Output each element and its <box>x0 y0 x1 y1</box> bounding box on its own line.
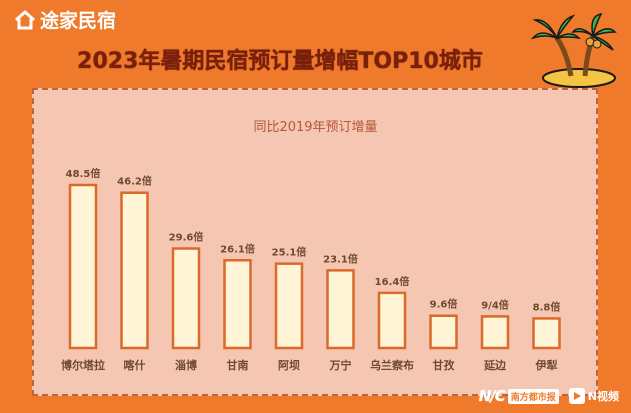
palm-island-icon <box>530 13 617 88</box>
bar <box>120 191 149 350</box>
category-label: 博尔塔拉 <box>61 358 105 372</box>
category-label: 阿坝 <box>278 358 300 372</box>
watermark-right-text: N视频 <box>587 390 619 403</box>
category-label: 乌兰察布 <box>370 358 414 372</box>
brand-name: 途家民宿 <box>40 10 117 32</box>
watermarks: N/C 南方都市报 N视频 <box>479 387 619 405</box>
category-label: 万宁 <box>329 358 352 372</box>
watermark-right: N视频 <box>568 388 619 404</box>
bar-value-label: 9.6倍 <box>430 298 458 311</box>
bar-value-label: 25.1倍 <box>272 246 307 259</box>
page-title: 2023年暑期民宿预订量增幅TOP10城市 <box>77 49 483 74</box>
bar-value-label: 23.1倍 <box>323 252 358 265</box>
category-label: 伊犁 <box>535 358 558 372</box>
category-label: 延边 <box>483 358 507 372</box>
bar <box>274 262 304 350</box>
category-label: 甘南 <box>227 358 249 372</box>
play-icon <box>568 388 585 404</box>
house-icon <box>15 10 35 29</box>
bar <box>326 269 355 350</box>
category-label: 甘孜 <box>433 358 456 372</box>
bar-value-label: 46.2倍 <box>117 175 152 188</box>
bar-value-label: 26.1倍 <box>220 242 255 255</box>
bar-value-label: 29.6倍 <box>169 231 204 244</box>
bar <box>223 259 252 350</box>
watermark-tag: 南方都市报 <box>507 388 559 404</box>
bar <box>68 183 98 350</box>
bar <box>429 314 458 350</box>
bar-value-label: 48.5倍 <box>66 167 101 180</box>
chart-title: 同比2019年预订增量 <box>253 120 378 135</box>
category-label: 喀什 <box>124 358 146 372</box>
bar-value-label: 16.4倍 <box>375 275 410 288</box>
category-label: 淄博 <box>175 358 197 372</box>
bar-value-label: 8.8倍 <box>533 300 561 313</box>
watermark-left: N/C 南方都市报 <box>479 387 559 405</box>
bar-value-label: 9/4倍 <box>481 298 509 311</box>
bar <box>171 247 201 350</box>
bar <box>532 317 561 350</box>
watermark-logo-text: N/C <box>478 387 506 405</box>
bar <box>377 291 407 350</box>
brand-logo: 途家民宿 <box>14 6 116 33</box>
bar <box>480 315 510 350</box>
